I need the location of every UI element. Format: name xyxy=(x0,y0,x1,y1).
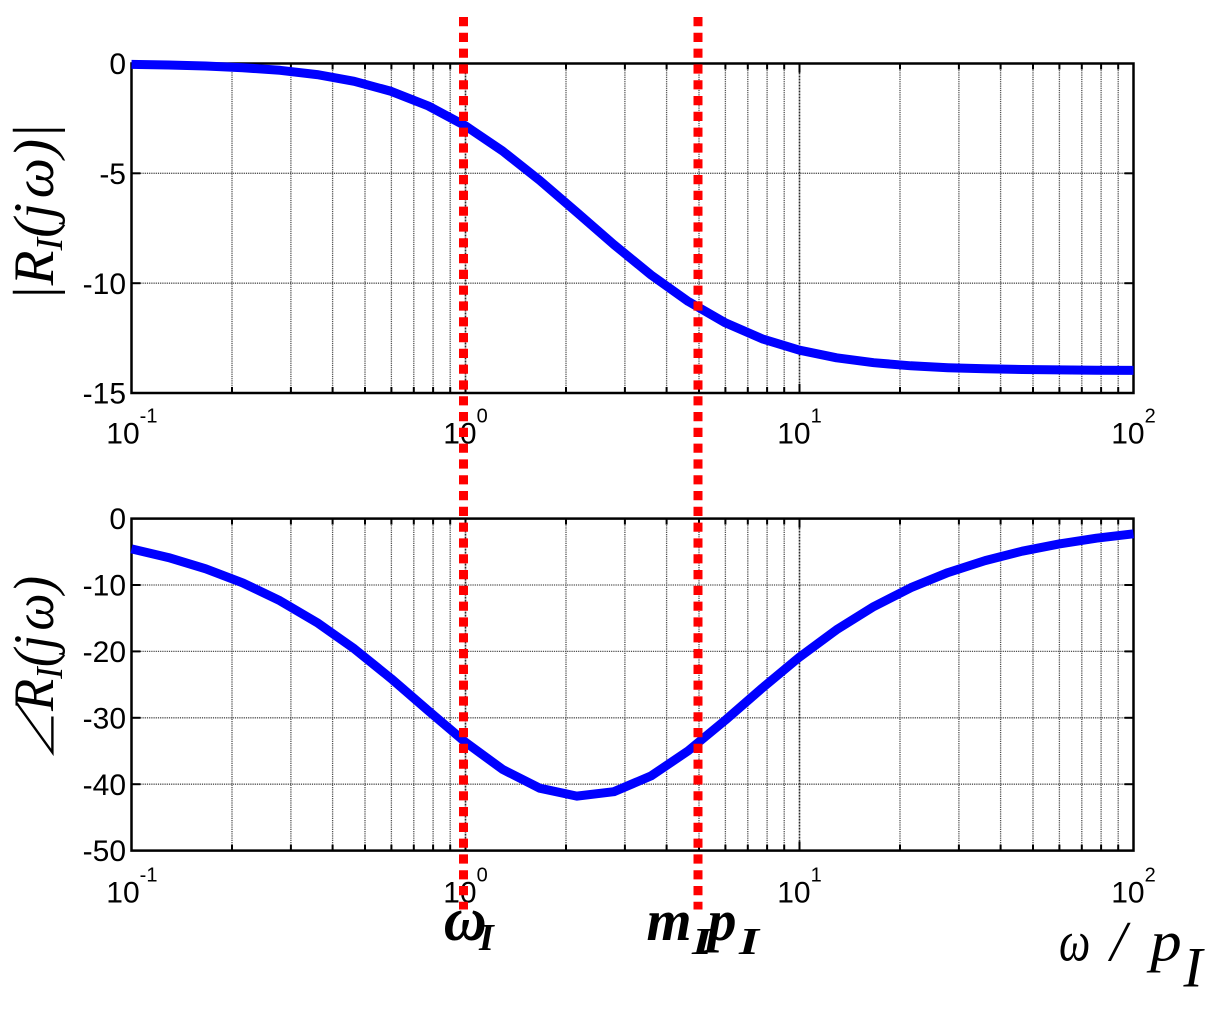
svg-text:-5: -5 xyxy=(99,158,126,191)
svg-text:I: I xyxy=(738,921,761,963)
svg-text:RI(j ω): RI(j ω) xyxy=(3,576,71,712)
svg-text:-40: -40 xyxy=(83,769,126,802)
svg-text:-50: -50 xyxy=(83,835,126,868)
svg-text:ω: ω xyxy=(1059,911,1090,974)
svg-text:p: p xyxy=(703,888,737,953)
svg-text:0: 0 xyxy=(109,48,126,81)
svg-text:I: I xyxy=(478,917,495,959)
svg-text:p: p xyxy=(1146,911,1182,974)
svg-text:-10: -10 xyxy=(83,268,126,301)
svg-text:I: I xyxy=(1183,937,1206,1000)
svg-text:ω: ω xyxy=(444,886,487,954)
svg-text:|RI(j ω)|: |RI(j ω)| xyxy=(3,123,71,301)
svg-text:m: m xyxy=(647,888,692,953)
svg-text:-30: -30 xyxy=(83,702,126,735)
svg-text:-15: -15 xyxy=(83,378,126,411)
svg-text:I: I xyxy=(691,921,714,963)
svg-text:-10: -10 xyxy=(83,570,126,603)
svg-text:-20: -20 xyxy=(83,636,126,669)
svg-text:0: 0 xyxy=(109,503,126,536)
